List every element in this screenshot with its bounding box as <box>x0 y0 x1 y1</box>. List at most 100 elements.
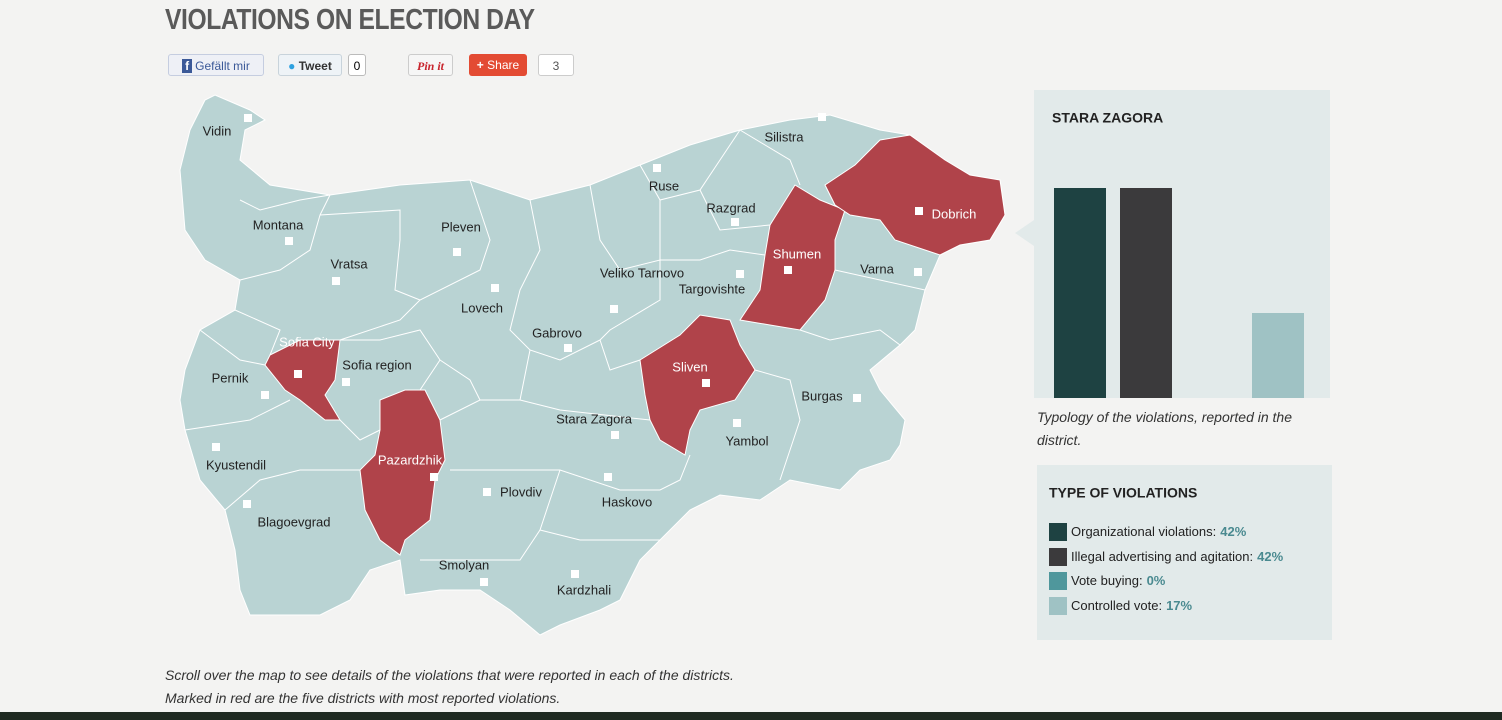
chart-title: STARA ZAGORA <box>1052 110 1163 126</box>
district-label: Dobrich <box>932 206 977 221</box>
legend-label: Controlled vote: <box>1071 598 1163 614</box>
district-label: Pazardzhik <box>378 452 443 467</box>
note: Marked in red are the five districts wit… <box>165 690 561 706</box>
district-marker <box>430 473 438 481</box>
district-marker <box>853 394 861 402</box>
district-label: Gabrovo <box>532 325 582 340</box>
district-marker <box>784 266 792 274</box>
like-button[interactable]: f Gefällt mir <box>168 54 264 76</box>
legend-swatch <box>1049 597 1067 616</box>
highlighted-district <box>359 389 446 556</box>
district-label: Razgrad <box>706 200 755 215</box>
district-marker <box>342 378 350 386</box>
district-borders <box>184 129 926 561</box>
legend-title: TYPE OF VIOLATIONS <box>1049 485 1197 501</box>
district-label: Kyustendil <box>206 457 266 472</box>
district-label: Stara Zagora <box>556 411 633 426</box>
legend-entry: Illegal advertising and agitation: 42% <box>1049 547 1284 566</box>
district-label: Ruse <box>649 178 679 193</box>
district-label: Blagoevgrad <box>258 514 331 529</box>
district-marker <box>611 431 619 439</box>
district-label: Silistra <box>764 129 804 144</box>
note: Scroll over the map to see details of th… <box>165 667 734 683</box>
highlighted-district <box>639 314 756 456</box>
share-button[interactable]: + Share <box>469 54 527 76</box>
share-text: Share <box>487 58 520 72</box>
panel-pointer <box>1015 220 1034 246</box>
legend-swatch <box>1049 547 1067 566</box>
legend-entry: Vote buying: 0% <box>1049 572 1166 591</box>
district-label: Sofia region <box>342 357 411 372</box>
district-label: Vidin <box>203 123 232 138</box>
legend-value: 42% <box>1220 524 1247 539</box>
bar <box>1120 188 1172 398</box>
district-label: Pleven <box>441 219 481 234</box>
bar <box>1252 313 1304 398</box>
highlighted-district <box>824 134 1006 256</box>
district-label: Sliven <box>672 359 707 374</box>
district-marker <box>731 218 739 226</box>
district-label: Montana <box>253 217 304 232</box>
legend-swatch <box>1049 523 1067 541</box>
tweet-text: Tweet <box>298 59 332 73</box>
legend-label: Vote buying: <box>1071 573 1143 589</box>
district-label: Burgas <box>801 388 843 403</box>
legend-panel <box>1037 465 1332 640</box>
district-marker <box>604 473 612 481</box>
district-marker <box>736 270 744 278</box>
district-label: Veliko Tarnovo <box>600 265 684 280</box>
tweet-button[interactable]: ● Tweet <box>278 54 342 76</box>
legend-swatch <box>1049 572 1067 591</box>
highlighted-district <box>264 339 341 421</box>
chart-caption: Typology of the violations, reported in … <box>1037 409 1293 448</box>
district-label: Sofia City <box>279 334 335 349</box>
district-marker <box>491 284 499 292</box>
district-marker <box>733 419 741 427</box>
legend-value: 17% <box>1166 598 1193 614</box>
district-marker <box>483 488 491 496</box>
district-marker <box>702 379 710 387</box>
legend-entry: Controlled vote: 17% <box>1049 597 1193 616</box>
district-marker <box>243 500 251 508</box>
district-marker <box>244 114 252 122</box>
share-count: 3 <box>538 54 574 76</box>
like-text: Gefällt mir <box>195 59 250 73</box>
district-label: Vratsa <box>330 256 368 271</box>
district-label: Targovishte <box>679 281 745 296</box>
tweet-count: 0 <box>348 54 366 76</box>
district-marker <box>914 268 922 276</box>
district-marker <box>453 248 461 256</box>
district-marker <box>261 391 269 399</box>
district-label: Kardzhali <box>557 582 611 597</box>
legend-label: Organizational violations: <box>1071 524 1217 539</box>
district-label: Smolyan <box>439 557 490 572</box>
district-label: Haskovo <box>602 494 653 509</box>
pin-button[interactable]: Pin it <box>408 54 453 76</box>
district-marker <box>818 113 826 121</box>
bottom-bar <box>0 712 1502 720</box>
district-marker <box>915 207 923 215</box>
district-marker <box>571 570 579 578</box>
legend-label: Illegal advertising and agitation: <box>1071 548 1254 564</box>
district-label: Shumen <box>773 246 821 261</box>
district-label: Varna <box>860 261 894 276</box>
district-marker <box>480 578 488 586</box>
district-marker <box>564 344 572 352</box>
district-marker <box>332 277 340 285</box>
page-title: VIOLATIONS ON ELECTION DAY <box>165 4 535 36</box>
legend-value: 0% <box>1146 573 1166 589</box>
legend-value: 42% <box>1257 548 1284 564</box>
district-label: Yambol <box>725 433 768 448</box>
district-marker <box>610 305 618 313</box>
district-marker <box>653 164 661 172</box>
district-marker <box>212 443 220 451</box>
legend-entry: Organizational violations: 42% <box>1049 523 1246 541</box>
district-label: Plovdiv <box>500 484 542 499</box>
district-marker <box>294 370 302 378</box>
bar <box>1054 188 1106 398</box>
district-label: Lovech <box>461 300 503 315</box>
district-marker <box>285 237 293 245</box>
district-label: Pernik <box>212 370 249 385</box>
